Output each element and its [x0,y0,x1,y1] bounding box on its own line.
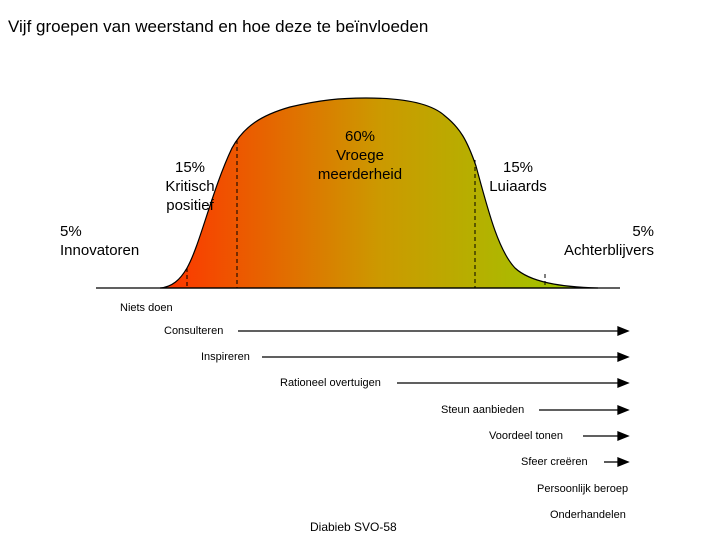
label-achterblijvers: 5% Achterblijvers [540,222,654,260]
label-innovatoren: 5% Innovatoren [60,222,158,260]
label-luiaards: 15% Luiaards [478,158,558,196]
vroege-name-line1: Vroege [336,147,384,164]
achter-pct: 5% [632,223,654,240]
footer-source: Diabieb SVO-58 [310,520,397,534]
action-steun-aanbieden: Steun aanbieden [441,404,525,416]
action-sfeer-creeren: Sfeer creëren [521,456,588,468]
innovatoren-pct: 5% [60,223,82,240]
action-consulteren: Consulteren [164,325,224,337]
bell-curve-area [159,97,599,289]
kritisch-pct: 15% [174,159,206,176]
action-voordeel-tonen: Voordeel tonen [489,430,564,442]
achter-name: Achterblijvers [563,242,654,259]
label-kritisch-positief: 15% Kritisch positief [148,158,232,215]
label-vroege-meerderheid: 60% Vroege meerderheid [306,127,414,184]
action-niets-doen: Niets doen [120,302,173,314]
luiaards-pct: 15% [502,159,534,176]
action-rationeel-overtuigen: Rationeel overtuigen [280,377,381,389]
slide-title: Vijf groepen van weerstand en hoe deze t… [8,17,429,36]
vroege-pct: 60% [344,128,376,145]
action-arrows [238,326,630,467]
innovatoren-name: Innovatoren [60,242,140,259]
action-onderhandelen: Onderhandelen [550,509,626,521]
kritisch-name-line1: Kritisch [165,178,215,195]
action-persoonlijk-beroep: Persoonlijk beroep [537,483,629,495]
luiaards-name: Luiaards [489,178,547,195]
kritisch-name-line2: positief [166,197,214,214]
action-inspireren: Inspireren [201,351,250,363]
vroege-name-line2: meerderheid [317,166,403,183]
